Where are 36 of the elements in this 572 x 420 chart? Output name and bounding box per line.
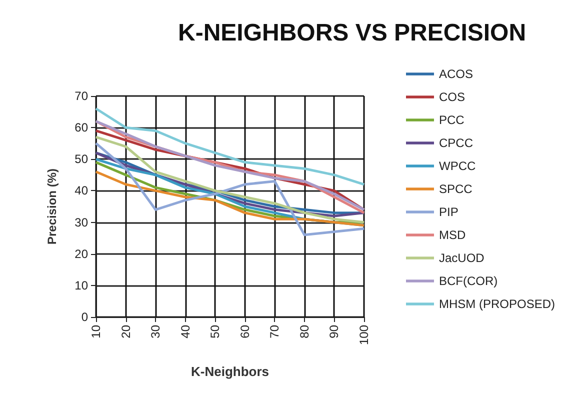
legend-label: SPCC xyxy=(438,182,473,196)
y-tick-label: 0 xyxy=(81,310,88,324)
x-tick-label: 100 xyxy=(357,324,371,346)
legend-label: JacUOD xyxy=(438,251,485,265)
legend-label: WPCC xyxy=(438,159,476,173)
legend-label: BCF(COR) xyxy=(438,274,498,288)
x-tick-label: 70 xyxy=(268,324,282,338)
y-tick-label: 30 xyxy=(74,215,88,230)
x-axis-title: K-Neighbors xyxy=(191,364,269,379)
legend-label: CPCC xyxy=(438,136,474,150)
y-tick-label: 60 xyxy=(74,120,88,135)
x-tick-label: 30 xyxy=(148,324,163,338)
legend-label: COS xyxy=(438,90,466,104)
legend-label: MHSM (PROPOSED) xyxy=(438,297,556,311)
x-tick-label: 10 xyxy=(89,324,103,338)
x-tick-label: 90 xyxy=(327,324,342,338)
chart-title: K-NEIGHBORS VS PRECISION xyxy=(178,20,526,46)
line-series xyxy=(94,136,366,224)
y-tick-label: 40 xyxy=(74,184,88,198)
line-series xyxy=(94,142,366,236)
y-tick-label: 70 xyxy=(74,89,88,103)
line-series xyxy=(94,107,366,186)
legend-label: ACOS xyxy=(438,67,474,81)
legend-label: MSD xyxy=(438,228,466,242)
x-tick-label: 40 xyxy=(178,324,192,338)
legend-label: PIP xyxy=(438,205,458,219)
line-series xyxy=(94,170,366,227)
y-tick-label: 50 xyxy=(74,152,88,166)
y-axis-title: Precision (%) xyxy=(45,168,59,245)
x-tick-label: 50 xyxy=(208,324,222,338)
legend-label: PCC xyxy=(438,113,465,127)
x-tick-label: 80 xyxy=(297,324,312,338)
x-tick-label: 20 xyxy=(118,324,133,338)
x-tick-label: 60 xyxy=(238,324,252,338)
y-tick-label: 10 xyxy=(74,278,88,292)
y-tick-label: 20 xyxy=(74,246,88,261)
